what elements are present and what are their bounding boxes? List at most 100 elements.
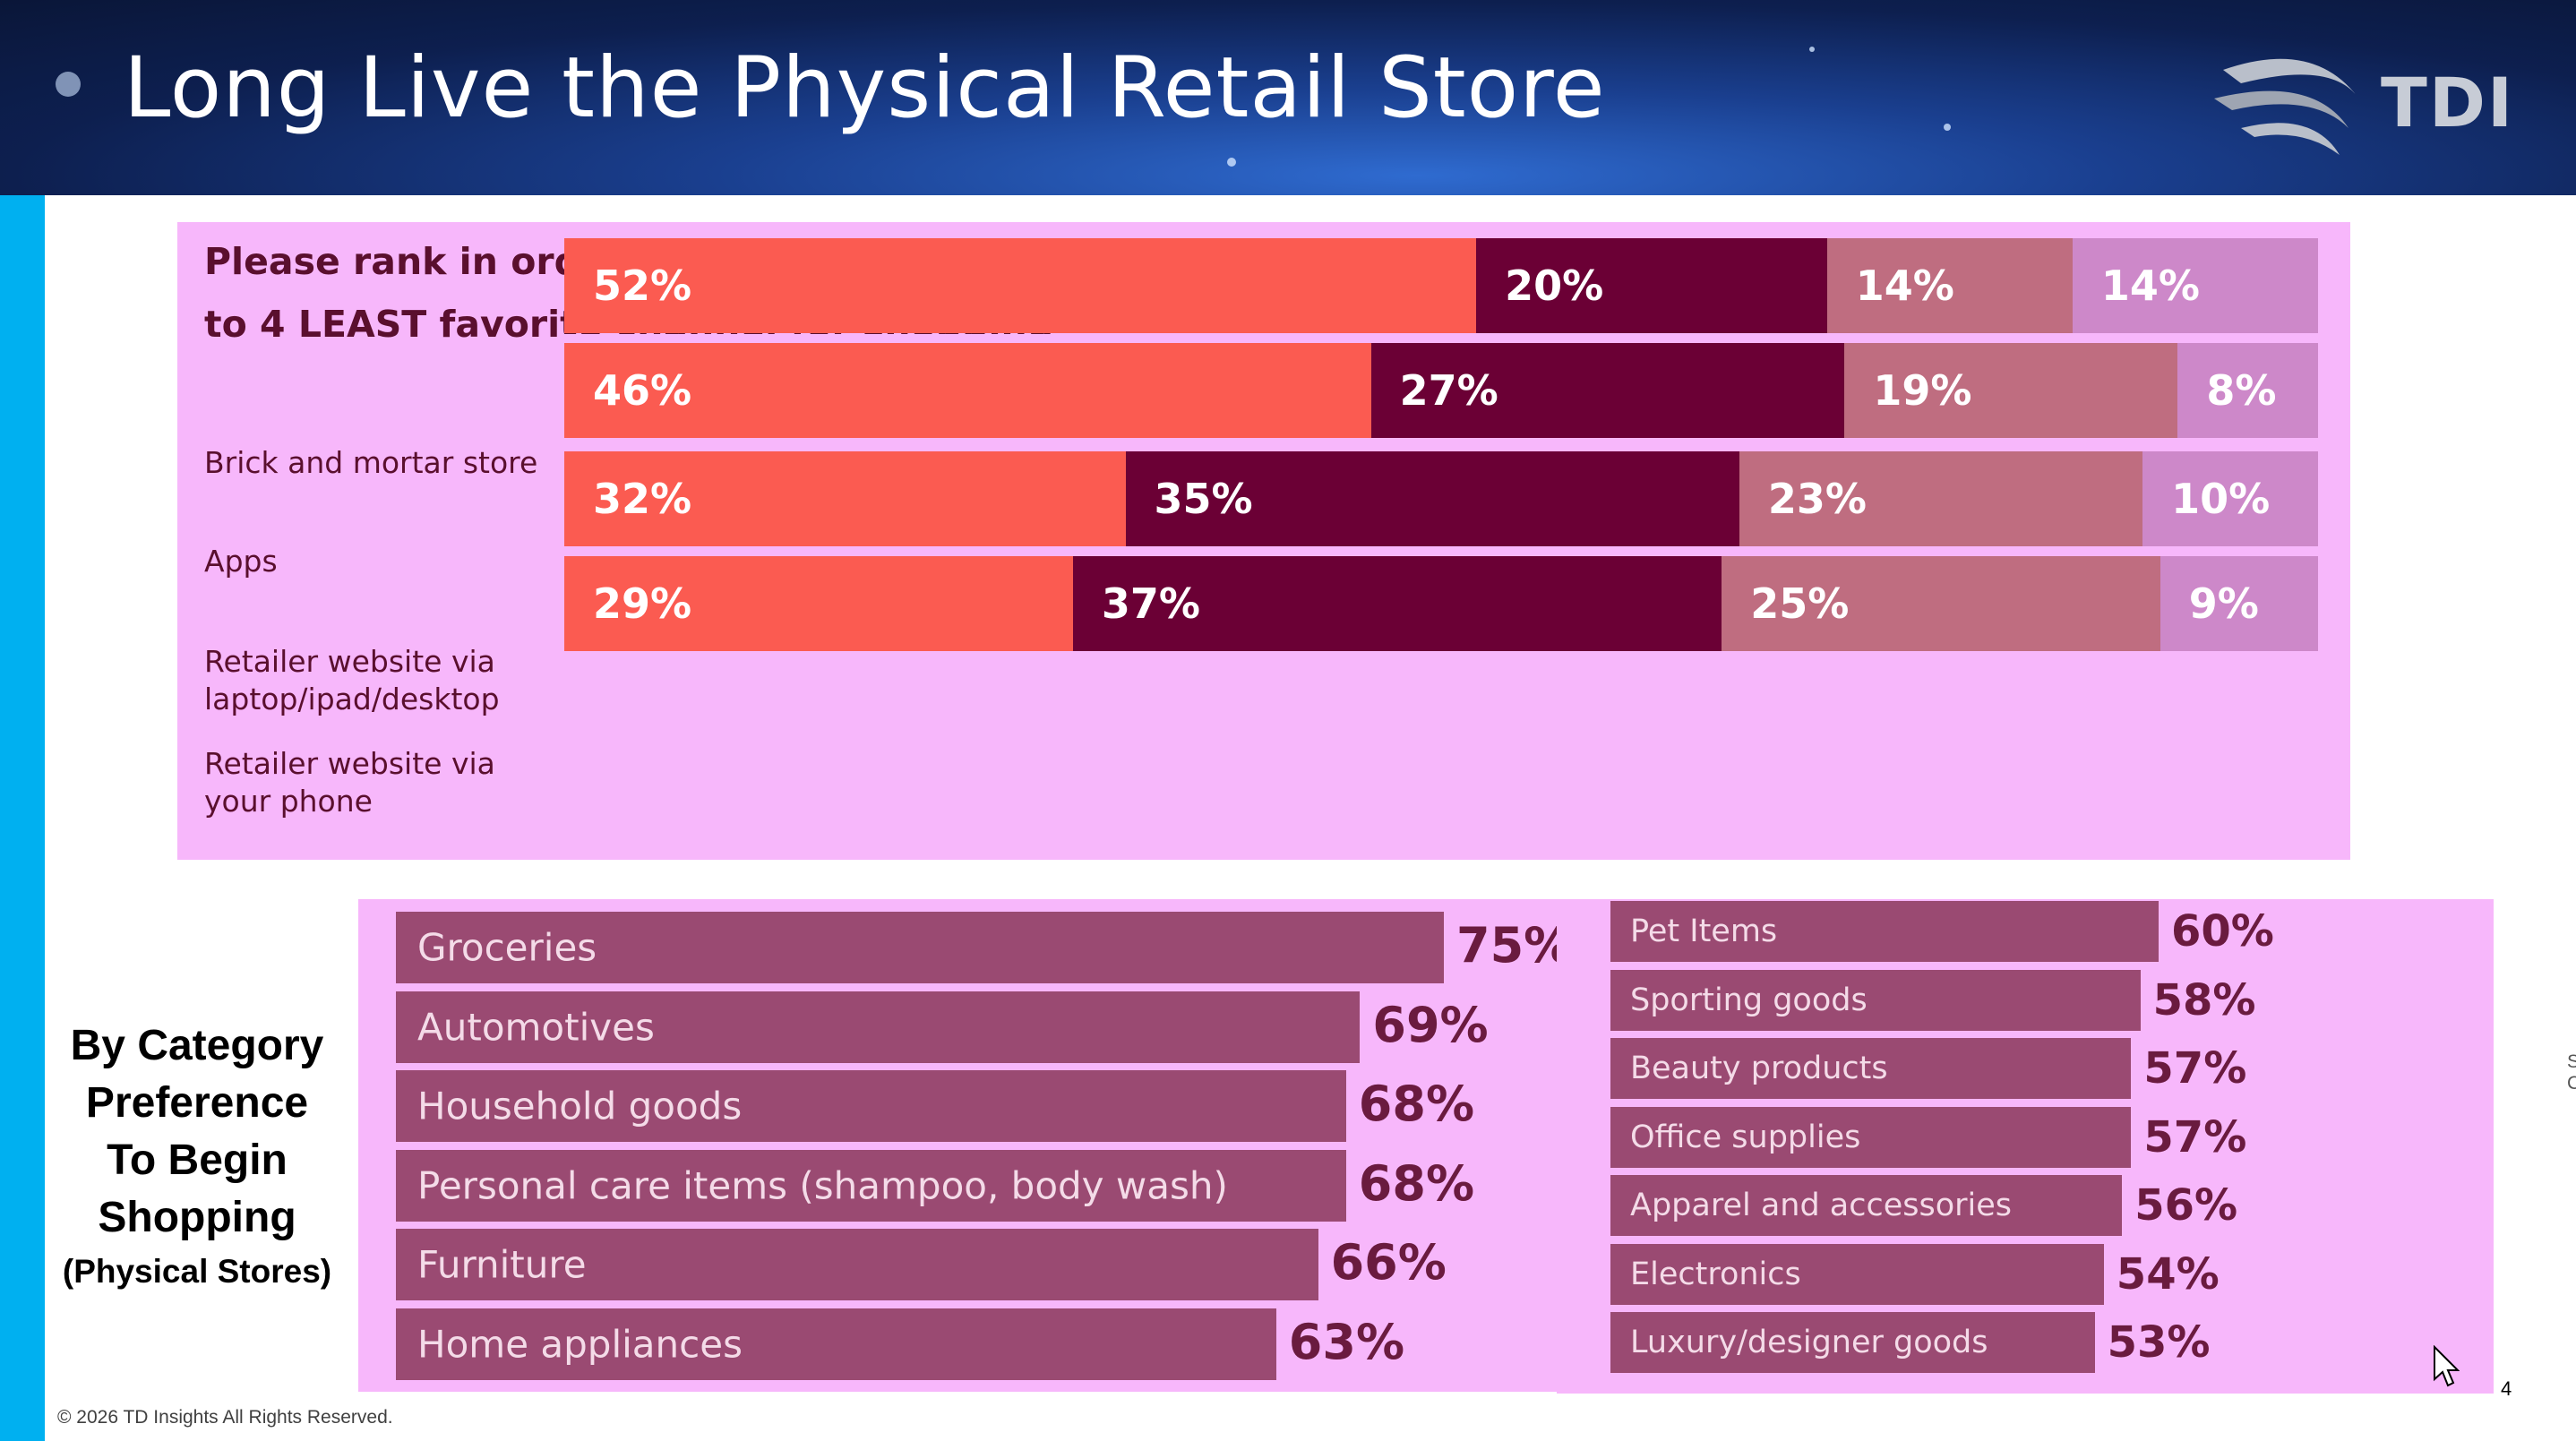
category-value: 68% [1358,1154,1475,1212]
ranking-segment-rank-1: 32% [564,451,1126,547]
ranking-segment-label: 10% [2171,475,2271,524]
accent-strip [0,0,45,1441]
decor-dot [56,72,81,97]
caption-line: To Begin [107,1137,288,1184]
ranking-bar-row: 46% 27% 19% 8% [564,343,2318,439]
category-label: Household goods [417,1084,743,1128]
category-bar: Beauty products [1610,1038,2132,1099]
category-value: 60% [2171,906,2274,956]
logo-text: TDI [2381,63,2515,142]
caption-line: By Category [70,1022,324,1069]
category-chart-right: Pet Items 60% Sporting goods 58% Beauty prod… [1557,899,2494,1394]
category-value: 75% [1456,917,1573,974]
category-bar: Groceries [396,912,1444,983]
ranking-segment-rank-4: 8% [2177,343,2318,439]
ranking-segment-label: 23% [1767,475,1867,524]
category-label: Office supplies [1630,1119,1861,1155]
caption-line: Shopping [98,1194,296,1241]
row-label-website-phone: Retailer website via your phone [204,746,495,819]
row-label-apps: Apps [204,544,278,579]
ranking-segment-rank-3: 25% [1722,556,2160,652]
ranking-segment-rank-3: 14% [1826,238,2073,334]
caption-subline: (Physical Stores) [62,1253,332,1290]
row-separator [564,442,2318,452]
ranking-segment-label: 32% [593,475,692,524]
ranking-segment-label: 35% [1154,475,1253,524]
category-value: 57% [2143,1043,2247,1094]
ranking-bar-row: 32% 35% 23% 10% [564,451,2318,547]
category-value: 66% [1330,1234,1447,1291]
ranking-segment-label: 14% [1855,262,1954,311]
category-bar: Furniture [396,1229,1318,1300]
caption-line: Preference [85,1079,309,1127]
ranking-segment-rank-3: 23% [1739,451,2143,547]
category-label: Apparel and accessories [1630,1188,2013,1223]
category-label: Automotives [417,1005,655,1049]
slide-title: Long Live the Physical Retail Store [124,39,1606,137]
category-bar: Automotives [396,991,1361,1063]
ranking-segment-label: 9% [2188,579,2259,629]
category-label: Furniture [417,1242,587,1287]
category-bar: Home appliances [396,1308,1276,1380]
category-label: Home appliances [417,1322,743,1366]
category-value: 53% [2107,1317,2211,1368]
category-label: Electronics [1630,1256,1801,1292]
copyright-text: © 2026 TD Insights All Rights Reserved. [57,1407,393,1428]
decor-dot [1227,158,1236,167]
category-bar: Sporting goods [1610,969,2141,1031]
ranking-segment-rank-2: 37% [1072,556,1722,652]
category-bar: Luxury/designer goods [1610,1312,2095,1373]
tdi-logo-icon [2214,58,2357,155]
ranking-segment-rank-4: 9% [2160,556,2318,652]
ranking-chart-panel: Please rank in order from 1 MOST favorit… [177,222,2576,1094]
category-label: Beauty products [1630,1051,1888,1086]
decor-dot [1809,47,1815,52]
category-chart-left: Groceries 75% Automotives 69% Household good… [358,899,1572,1392]
category-bar: Pet Items [1610,901,2159,962]
category-value: 58% [2152,974,2256,1025]
category-label: Luxury/designer goods [1630,1325,1988,1360]
category-bar: Apparel and accessories [1610,1175,2123,1236]
ranking-segment-label: 19% [1873,366,1972,416]
category-bar: Office supplies [1610,1106,2132,1168]
ranking-segment-rank-4: 14% [2072,238,2318,334]
ranking-segment-rank-2: 35% [1125,451,1739,547]
ranking-segment-rank-1: 46% [564,343,1371,439]
row-label-brick-and-mortar: Brick and mortar store [204,445,538,480]
category-label: Personal care items (shampoo, body wash) [417,1163,1228,1207]
category-caption: By Category Preference To Begin Shopping… [54,1017,340,1297]
ranking-segment-label: 29% [593,579,692,629]
mouse-pointer-icon [2434,1345,2460,1387]
ranking-segment-label: 27% [1399,366,1498,416]
category-label: Groceries [417,925,597,970]
category-value: 54% [2116,1248,2220,1299]
ranking-bar-row: 52% 20% 14% 14% [564,238,2318,334]
ranking-segment-rank-2: 27% [1370,343,1845,439]
row-label-website-desktop: Retailer website via laptop/ipad/desktop [204,644,500,716]
category-bar: Household goods [396,1070,1346,1142]
row-separator [564,547,2318,557]
ranking-segment-label: 52% [593,262,692,311]
ranking-segment-label: 37% [1101,579,1200,629]
ranking-segment-rank-4: 10% [2142,451,2318,547]
category-value: 57% [2143,1111,2247,1162]
ranking-bar-row: 29% 37% 25% 9% [564,556,2318,652]
category-value: 56% [2134,1180,2238,1231]
ranking-segment-label: 14% [2100,262,2200,311]
category-label: Pet Items [1630,913,1778,949]
ranking-segment-label: 20% [1505,262,1604,311]
category-bar: Personal care items (shampoo, body wash) [396,1149,1346,1222]
decor-dot [1944,124,1951,131]
category-value: 68% [1358,1076,1475,1132]
category-label: Sporting goods [1630,982,1868,1018]
page-number: 4 [2501,1377,2512,1400]
ranking-segment-rank-1: 52% [564,238,1477,334]
ranking-segment-label: 46% [593,366,692,416]
category-bar: Electronics [1610,1243,2104,1305]
row-separator [564,334,2318,344]
ranking-segment-label: 25% [1750,579,1850,629]
category-value: 63% [1288,1313,1405,1370]
source-note: Source: CI&T [2567,1051,2576,1094]
ranking-segment-label: 8% [2206,366,2277,416]
ranking-segment-rank-1: 29% [564,556,1073,652]
